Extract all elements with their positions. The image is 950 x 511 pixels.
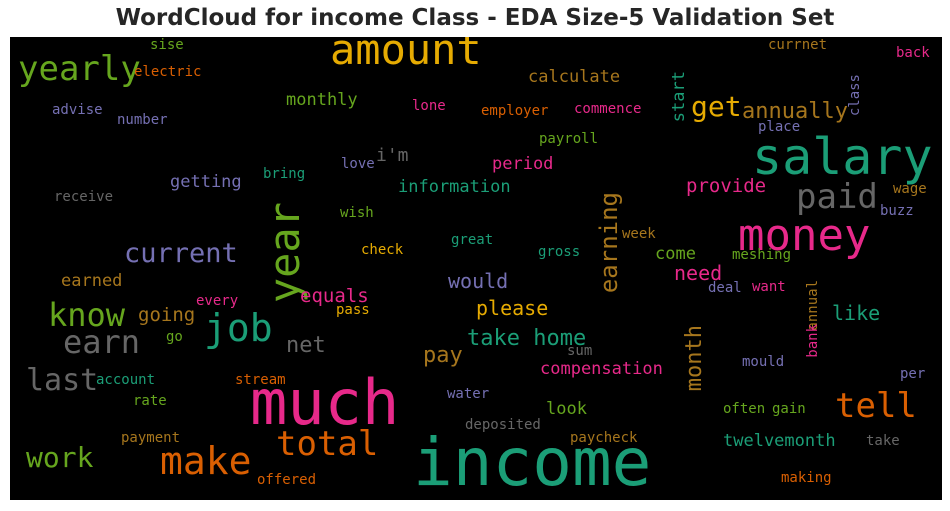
word-take: take — [866, 433, 900, 449]
word-annually: annually — [742, 99, 848, 124]
word-employer: employer — [481, 103, 549, 119]
word-please: please — [476, 296, 549, 320]
word-job: job — [204, 306, 273, 350]
word-number: number — [117, 112, 168, 128]
word-commence: commence — [574, 101, 642, 117]
word-every: every — [196, 293, 239, 309]
word-account: account — [96, 372, 156, 388]
word-period: period — [492, 154, 554, 174]
word-sise: sise — [150, 37, 184, 53]
word-cloud-canvas: income much salary money amount year make job te… — [10, 37, 942, 500]
word-electric: electric — [134, 64, 202, 80]
word-earned: earned — [61, 271, 123, 291]
word-wish: wish — [340, 205, 374, 221]
word-check: check — [361, 242, 404, 258]
word-income: income — [413, 424, 652, 500]
word-provide: provide — [686, 175, 767, 197]
word-place: place — [758, 119, 801, 135]
word-total: total — [276, 424, 379, 464]
word-class: class — [847, 74, 863, 117]
word-earn: earn — [63, 323, 141, 361]
word-making: making — [781, 470, 832, 486]
word-sum: sum — [567, 343, 593, 359]
word-month: month — [682, 325, 707, 392]
word-like: like — [832, 301, 881, 325]
word-twelvemonth: twelvemonth — [723, 431, 836, 451]
word-want: want — [752, 279, 786, 295]
word-make: make — [160, 439, 252, 483]
word-would: would — [448, 269, 509, 293]
word-paid: paid — [796, 177, 878, 217]
word-take-home: take home — [467, 326, 587, 351]
word-salary: salary — [752, 128, 933, 186]
word-receive: receive — [54, 189, 114, 205]
word-know: know — [48, 296, 126, 334]
word-often: often — [723, 401, 766, 417]
word-pass: pass — [336, 302, 370, 318]
word-great: great — [451, 232, 494, 248]
word-meshing: meshing — [732, 247, 792, 263]
word-buzz: buzz — [880, 203, 914, 219]
word-stream: stream — [235, 372, 286, 388]
word-deal: deal — [708, 280, 742, 296]
word-deposited: deposited — [465, 417, 541, 433]
word-payment: payment — [121, 430, 181, 446]
word-mould: mould — [742, 354, 785, 370]
word-pay: pay — [423, 343, 463, 368]
word-currnet: currnet — [768, 37, 828, 53]
word-wage: wage — [893, 181, 927, 197]
word-i-m: i'm — [376, 145, 409, 166]
word-get: get — [691, 90, 742, 123]
word-look: look — [546, 399, 587, 419]
word-yearly: yearly — [18, 49, 141, 89]
word-per: per — [900, 366, 926, 382]
word-start: start — [669, 71, 689, 123]
word-bank: bank — [805, 324, 821, 358]
word-need: need — [674, 261, 723, 285]
word-going: going — [138, 304, 196, 326]
word-last: last — [26, 363, 99, 398]
word-information: information — [398, 177, 511, 197]
word-come: come — [655, 244, 696, 264]
word-paycheck: paycheck — [570, 430, 638, 446]
word-back: back — [896, 45, 930, 61]
word-earning: earning — [595, 192, 623, 294]
word-water: water — [447, 386, 490, 402]
word-payroll: payroll — [539, 131, 599, 147]
word-tell: tell — [835, 386, 917, 426]
chart-title: WordCloud for income Class - EDA Size-5 … — [115, 5, 835, 31]
word-monthly: monthly — [286, 90, 358, 110]
word-bring: bring — [263, 166, 306, 182]
word-money: money — [738, 210, 871, 261]
word-equals: equals — [300, 285, 369, 307]
word-gain: gain — [772, 401, 806, 417]
word-current: current — [124, 238, 238, 269]
word-go: go — [166, 329, 183, 345]
word-calculate: calculate — [528, 67, 621, 87]
word-week: week — [622, 226, 656, 242]
word-much: much — [250, 366, 400, 439]
word-work: work — [26, 441, 94, 474]
word-amount: amount — [330, 37, 482, 74]
word-rate: rate — [133, 393, 167, 409]
word-compensation: compensation — [540, 359, 663, 379]
word-getting: getting — [170, 172, 242, 192]
word-love: love — [341, 156, 375, 172]
word-advise: advise — [52, 102, 103, 118]
word-lone: lone — [412, 98, 446, 114]
word-gross: gross — [538, 244, 581, 260]
word-net: net — [286, 333, 326, 358]
word-offered: offered — [257, 472, 317, 488]
